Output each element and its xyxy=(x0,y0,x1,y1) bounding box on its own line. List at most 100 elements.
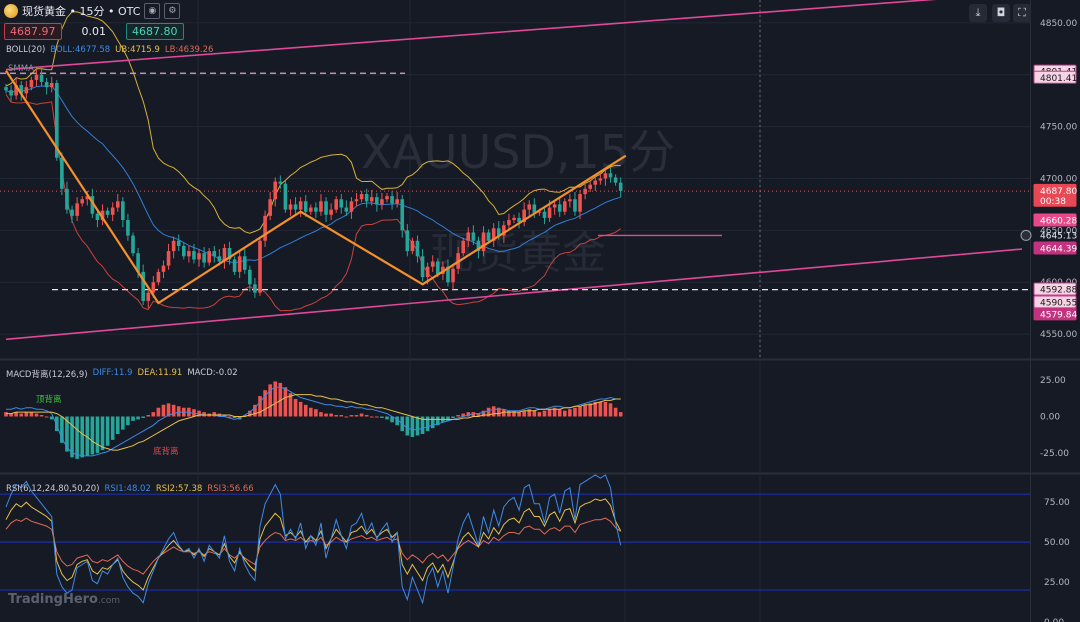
macd-histogram-bar xyxy=(60,416,64,443)
macd-dea-value: DEA:11.91 xyxy=(137,368,183,378)
candle-body xyxy=(395,199,399,204)
quantity-input[interactable]: 0.01 xyxy=(81,25,107,38)
chart-header: 现货黄金 • 15分 • OTC ◉ ⚙ xyxy=(4,3,181,19)
candle-body xyxy=(187,251,191,257)
candle-body xyxy=(29,79,34,88)
macd-histogram-bar xyxy=(354,415,359,417)
price-axis-tick: 4700.00 xyxy=(1040,174,1077,184)
macd-histogram-bar xyxy=(512,410,516,417)
symbol-title[interactable]: 现货黄金 • 15分 • OTC xyxy=(22,5,141,18)
candle-body xyxy=(263,215,267,241)
channel-upper-line xyxy=(5,0,937,71)
macd-histogram-bar xyxy=(344,416,349,418)
macd-histogram-bar xyxy=(573,407,577,417)
macd-histogram-bar xyxy=(507,410,511,417)
macd-histogram-bar xyxy=(491,406,496,417)
price-label-box xyxy=(1033,70,1077,84)
macd-histogram-bar xyxy=(242,415,247,417)
candle-body xyxy=(380,199,384,205)
macd-histogram-bar xyxy=(319,412,323,417)
price-label-text: 00:38 xyxy=(1040,197,1066,207)
macd-histogram-bar xyxy=(115,416,120,435)
macd-histogram-bar xyxy=(380,416,384,418)
eye-icon[interactable]: ◉ xyxy=(144,3,161,19)
buy-price-button[interactable]: 4687.80 xyxy=(126,23,184,40)
candle-body xyxy=(39,74,44,82)
candle-body xyxy=(583,188,587,195)
boll-label: BOLL(20) xyxy=(6,45,46,55)
macd-histogram-bar xyxy=(542,410,547,417)
macd-histogram-bar xyxy=(339,415,344,417)
price-label-box xyxy=(1033,213,1077,227)
macd-histogram-bar xyxy=(136,416,140,420)
macd-histogram-bar xyxy=(446,416,450,421)
macd-histogram-bar xyxy=(613,407,618,417)
macd-histogram-bar xyxy=(456,415,460,417)
macd-histogram-bar xyxy=(486,407,491,417)
macd-histogram-bar xyxy=(24,412,29,417)
candle-body xyxy=(171,240,176,252)
candle-body xyxy=(522,209,526,223)
price-label-box xyxy=(1033,241,1077,255)
macd-histogram-bar xyxy=(334,415,338,417)
rsi2-line xyxy=(5,498,622,591)
boll-middle-band xyxy=(5,85,621,264)
macd-histogram-bar xyxy=(110,416,115,440)
candle-body xyxy=(85,196,90,200)
download-icon[interactable]: ⤓ xyxy=(969,4,987,22)
candle-body xyxy=(344,207,349,212)
camera-icon[interactable]: ◘ xyxy=(992,4,1010,22)
boll-upper-band xyxy=(5,11,621,234)
macd-histogram-bar xyxy=(70,416,74,458)
candle-body xyxy=(309,207,313,212)
candle-body xyxy=(115,201,120,208)
candle-body xyxy=(314,207,318,212)
macd-histogram-bar xyxy=(547,409,552,417)
candle-body xyxy=(400,199,405,231)
macd-histogram-bar xyxy=(461,413,465,417)
macd-histogram-bar xyxy=(481,410,486,417)
candle-body xyxy=(95,213,100,220)
candle-body xyxy=(466,232,471,241)
macd-label: MACD背离(12,26,9) xyxy=(6,370,88,380)
macd-axis-tick: 0.00 xyxy=(1040,413,1060,423)
sell-price-button[interactable]: 4687.97 xyxy=(4,23,62,40)
candle-body xyxy=(436,261,440,274)
rsi3-value: RSI3:56.66 xyxy=(207,484,254,494)
macd-histogram-bar xyxy=(603,401,608,417)
candle-body xyxy=(476,240,481,252)
macd-histogram-bar xyxy=(121,416,125,430)
rsi-axis-tick: 25.00 xyxy=(1044,578,1070,588)
candle-body xyxy=(14,85,18,96)
candle-body xyxy=(44,81,49,88)
candle-body xyxy=(491,228,496,241)
macd-histogram-bar xyxy=(227,416,232,418)
candle-body xyxy=(451,268,455,283)
candle-body xyxy=(192,251,196,260)
macd-histogram-bar xyxy=(95,416,100,454)
candle-body xyxy=(430,261,435,267)
candle-body xyxy=(532,204,537,213)
candle-body xyxy=(182,245,186,257)
macd-histogram-bar xyxy=(517,412,521,417)
macd-histogram-bar xyxy=(293,398,298,417)
settings-icon[interactable]: ⚙ xyxy=(164,3,181,19)
candle-body xyxy=(390,196,394,204)
candle-body xyxy=(359,194,364,200)
price-axis-tick: 4850.00 xyxy=(1040,19,1077,29)
macd-histogram-bar xyxy=(171,404,176,417)
macd-diff-value: DIFF:11.9 xyxy=(92,368,133,378)
candle-body xyxy=(141,271,145,301)
macd-histogram-bar xyxy=(126,416,130,426)
candle-body xyxy=(202,253,206,263)
rsi-axis-tick: 0.00 xyxy=(1044,618,1064,622)
bottom-divergence-label: 底背离 xyxy=(153,447,179,457)
macd-histogram-bar xyxy=(141,416,145,418)
fullscreen-icon[interactable]: ⛶ xyxy=(1013,4,1031,22)
price-label-box xyxy=(1033,307,1077,321)
candle-body xyxy=(222,248,227,262)
macd-histogram-bar xyxy=(563,410,567,417)
candle-body xyxy=(49,83,54,88)
